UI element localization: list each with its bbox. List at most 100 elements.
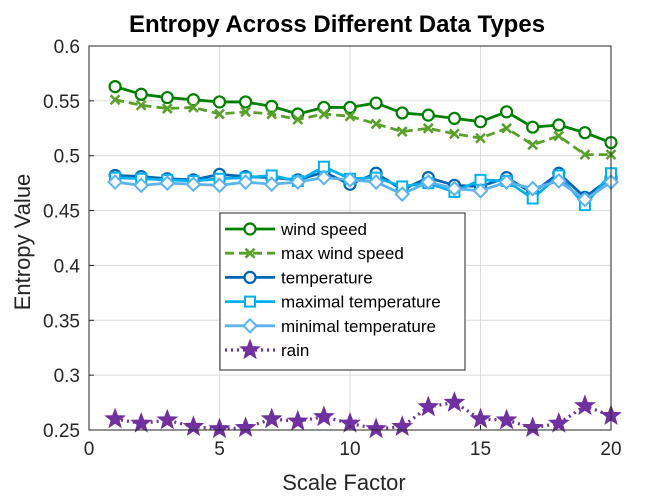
data-point: [472, 182, 489, 199]
data-point: [417, 395, 440, 417]
data-point: [107, 174, 124, 190]
data-point: [315, 169, 332, 186]
data-point: [574, 394, 596, 416]
data-point: [159, 175, 176, 192]
x-tick-label: 0: [84, 439, 95, 460]
data-point: [370, 118, 382, 130]
data-point: [447, 111, 461, 126]
x-tick-label: 10: [339, 439, 360, 460]
legend-marker: [243, 222, 257, 236]
data-point: [318, 108, 330, 120]
data-point: [212, 95, 227, 109]
legend-entry: wind speed: [225, 220, 367, 239]
data-point: [237, 174, 254, 190]
data-point: [313, 405, 335, 427]
data-point: [473, 115, 488, 129]
data-point: [161, 103, 173, 114]
data-point: [368, 174, 385, 190]
legend-entry: max wind speed: [225, 244, 404, 263]
legend-label: wind speed: [280, 220, 367, 239]
y-tick-label: 0.3: [54, 366, 80, 387]
legend-label: minimal temperature: [281, 317, 436, 336]
data-point: [104, 407, 126, 429]
data-point: [475, 132, 486, 144]
data-point: [394, 186, 411, 203]
data-point: [239, 95, 253, 109]
data-point: [391, 415, 414, 436]
data-point: [133, 177, 150, 194]
data-point: [500, 105, 514, 119]
data-point: [343, 100, 357, 115]
data-point: [187, 102, 199, 113]
data-point: [292, 114, 304, 125]
data-point: [289, 174, 306, 190]
legend-label: maximal temperature: [281, 293, 441, 312]
data-point: [527, 139, 539, 151]
series-group: [104, 79, 622, 439]
legend-marker: [239, 338, 261, 360]
data-point: [521, 416, 544, 438]
data-point: [109, 94, 121, 106]
data-point: [260, 407, 283, 429]
legend-label: temperature: [281, 268, 373, 287]
data-point: [547, 411, 570, 433]
x-tick-label: 5: [214, 439, 225, 460]
data-point: [421, 108, 435, 122]
data-point: [495, 408, 518, 430]
y-tick-label: 0.45: [43, 202, 80, 223]
data-point: [448, 128, 460, 140]
series-wind-speed: [108, 79, 618, 150]
data-point: [240, 106, 252, 118]
y-tick-label: 0.6: [54, 37, 80, 58]
data-point: [342, 171, 358, 188]
data-point: [186, 93, 200, 107]
x-tick-label: 20: [600, 439, 621, 460]
data-point: [182, 415, 205, 436]
data-point: [443, 391, 466, 412]
data-point: [469, 407, 492, 429]
data-point: [234, 416, 257, 438]
data-point: [266, 108, 278, 120]
x-tick-label: 15: [470, 439, 491, 460]
data-point: [422, 122, 434, 134]
data-point: [365, 417, 387, 439]
data-point: [160, 90, 174, 105]
data-point: [576, 191, 593, 208]
data-point: [286, 409, 309, 431]
y-axis-label: Entropy Value: [10, 174, 35, 311]
data-point: [550, 173, 567, 189]
legend-marker: [242, 317, 258, 334]
y-tick-label: 0.25: [43, 421, 80, 442]
data-point: [501, 122, 513, 134]
data-point: [263, 176, 280, 193]
data-point: [135, 99, 147, 111]
data-point: [108, 79, 122, 94]
data-point: [134, 87, 148, 101]
legend-label: max wind speed: [281, 244, 404, 263]
y-tick-label: 0.35: [43, 311, 80, 332]
series-max-wind-speed: [109, 94, 617, 161]
x-axis-label: Scale Factor: [282, 470, 406, 495]
legend-entry: maximal temperature: [225, 293, 441, 312]
legend-marker: [244, 295, 256, 308]
data-point: [265, 99, 279, 113]
data-point: [446, 180, 463, 197]
legend-box: [219, 212, 466, 371]
data-point: [552, 118, 566, 132]
data-point: [214, 108, 225, 120]
data-point: [420, 174, 437, 190]
data-point: [211, 177, 228, 194]
data-point: [526, 120, 540, 134]
data-point: [130, 411, 153, 433]
data-point: [578, 126, 592, 140]
data-point: [553, 130, 565, 142]
data-point: [524, 180, 541, 197]
data-point: [156, 408, 179, 430]
data-point: [185, 176, 202, 193]
legend-label: rain: [281, 341, 309, 360]
legend-entry: temperature: [225, 268, 373, 287]
legend-marker: [243, 270, 257, 284]
series-minimal-temperature: [107, 169, 619, 208]
data-point: [579, 149, 591, 161]
